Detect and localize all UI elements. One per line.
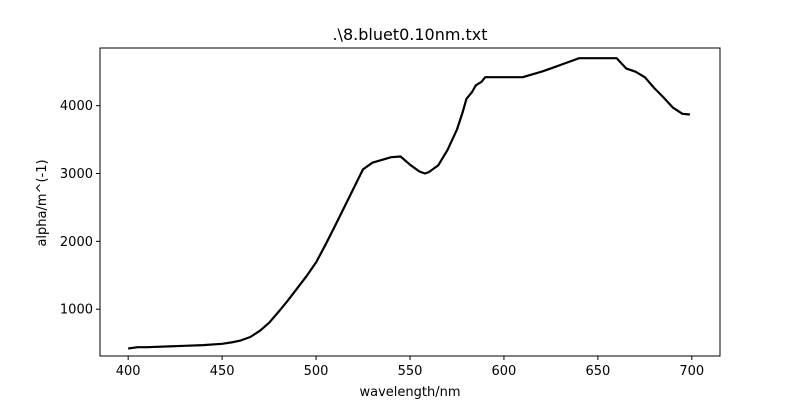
x-tick-label: 700 (679, 364, 704, 379)
x-tick-label: 650 (585, 364, 610, 379)
series-line-1 (128, 57, 691, 350)
y-tick-label: 2000 (60, 235, 93, 250)
y-tick-label: 1000 (60, 303, 93, 318)
x-tick-label: 500 (304, 364, 329, 379)
x-axis-label: wavelength/nm (359, 385, 460, 400)
y-axis: 1000 2000 3000 4000 (60, 99, 100, 318)
x-tick-label: 550 (398, 364, 423, 379)
y-axis-label: alpha/m^(-1) (35, 159, 50, 246)
y-tick-label: 3000 (60, 167, 93, 182)
plot-area (99, 47, 721, 357)
plot-frame (99, 47, 721, 357)
x-tick-label: 400 (116, 364, 141, 379)
y-tick-label: 4000 (60, 99, 93, 114)
x-tick-label: 600 (492, 364, 517, 379)
chart-title: .\8.bluet0.10nm.txt (332, 25, 487, 44)
x-tick-label: 450 (210, 364, 235, 379)
x-axis: 400 450 500 550 600 650 700 (116, 356, 704, 379)
